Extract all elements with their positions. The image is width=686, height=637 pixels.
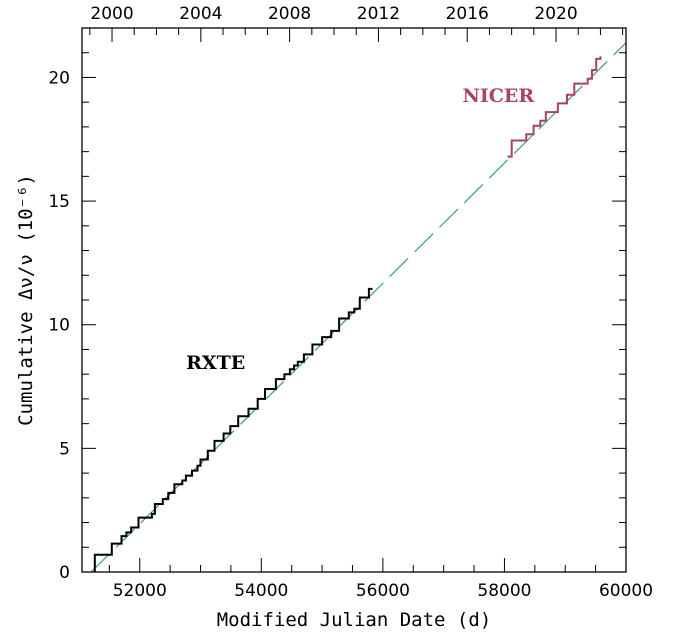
- x-tick-label: 52000: [113, 581, 167, 601]
- top-year-label: 2008: [268, 4, 311, 24]
- top-year-label: 2020: [534, 4, 577, 24]
- y-tick-label: 10: [48, 316, 70, 336]
- x-tick-label: 60000: [599, 581, 653, 601]
- x-axis-title: Modified Julian Date (d): [217, 609, 492, 631]
- y-tick-label: 5: [59, 439, 70, 459]
- x-tick-label: 54000: [234, 581, 288, 601]
- top-year-label: 2012: [357, 4, 400, 24]
- top-year-label: 2000: [90, 4, 133, 24]
- plot-frame: [81, 27, 627, 573]
- top-year-label: 2016: [446, 4, 489, 24]
- series-label-rxte: RXTE: [186, 352, 245, 374]
- tick-label-layer: 52000 54000 56000 58000 60000 0 5 10 15 20 2000 200…: [48, 4, 653, 601]
- axes-frame: [81, 27, 627, 573]
- x-tick-label: 56000: [356, 581, 410, 601]
- series-line-nicer: [507, 56, 602, 158]
- series-label-nicer: NICER: [463, 85, 535, 107]
- y-tick-label: 15: [48, 192, 70, 212]
- y-tick-label: 0: [59, 563, 70, 583]
- tick-layer: [82, 27, 627, 573]
- top-year-label: 2004: [179, 4, 222, 24]
- annotation-layer: RXTE NICER: [186, 85, 534, 374]
- x-tick-label: 58000: [477, 581, 531, 601]
- series-layer: [93, 56, 602, 572]
- series-line-rxte: [93, 287, 373, 572]
- y-tick-label: 20: [48, 68, 70, 88]
- y-axis-title: Cumulative Δν/ν (10⁻⁶): [15, 174, 37, 426]
